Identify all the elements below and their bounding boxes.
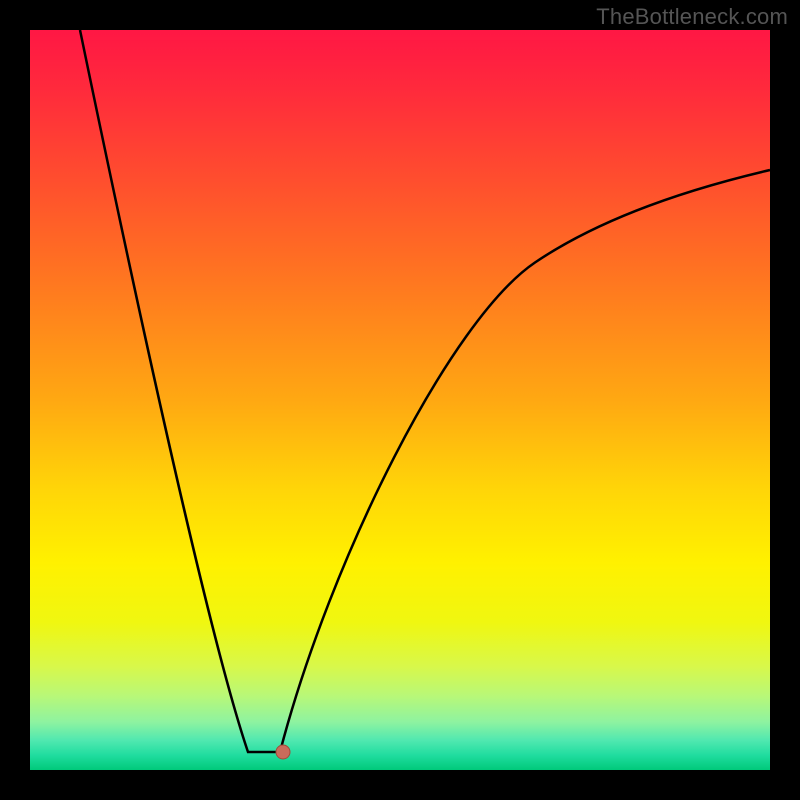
watermark-label: TheBottleneck.com <box>596 4 788 30</box>
plot-area <box>30 30 770 770</box>
optimal-point-marker <box>276 745 290 759</box>
chart-container: TheBottleneck.com <box>0 0 800 800</box>
bottleneck-chart <box>0 0 800 800</box>
